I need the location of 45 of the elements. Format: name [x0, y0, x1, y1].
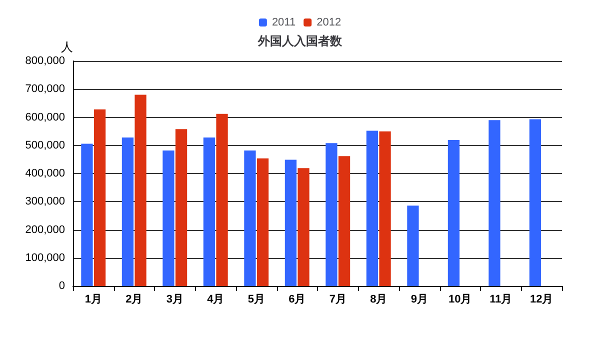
- bar: [379, 131, 391, 286]
- bar: [366, 130, 378, 286]
- bar: [448, 140, 460, 286]
- x-tick-label: 4月: [207, 294, 224, 306]
- x-tick-label: 7月: [329, 294, 346, 306]
- x-tick-label: 5月: [248, 294, 265, 306]
- bar: [488, 120, 500, 286]
- y-tick-label: 800,000: [25, 55, 65, 67]
- x-tick-label: 10月: [448, 294, 472, 306]
- bar: [407, 206, 419, 286]
- x-tick-label: 8月: [370, 294, 388, 306]
- bar: [162, 150, 174, 286]
- y-tick-label: 300,000: [25, 196, 65, 208]
- x-tick-label: 9月: [410, 294, 428, 306]
- bar: [244, 150, 256, 286]
- y-tick-label: 100,000: [25, 252, 65, 264]
- x-tick-label: 1月: [84, 294, 102, 306]
- bar: [81, 144, 93, 286]
- x-tick-label: 6月: [288, 294, 306, 306]
- y-tick-label: 500,000: [25, 139, 65, 152]
- x-tick-label: 3月: [166, 294, 184, 306]
- y-tick-label: 600,000: [25, 111, 65, 124]
- x-tick-label: 11月: [490, 294, 512, 306]
- bar: [338, 156, 350, 286]
- bar: [256, 158, 269, 286]
- y-tick-label: 700,000: [25, 83, 65, 96]
- bar: [529, 119, 542, 286]
- bar: [203, 138, 216, 286]
- chart-title: 外国人入国者数: [257, 34, 343, 48]
- bar: [216, 114, 228, 286]
- y-axis-title: 人: [61, 40, 73, 54]
- legend-label: 2011: [272, 16, 296, 28]
- bar: [175, 129, 188, 286]
- y-tick-label: 400,000: [25, 168, 65, 180]
- x-tick-label: 12月: [530, 294, 554, 306]
- x-tick-label: 2月: [126, 294, 143, 306]
- bar: [94, 109, 106, 286]
- bar: [284, 160, 297, 286]
- y-tick-label: 200,000: [25, 224, 65, 236]
- bar: [298, 168, 310, 286]
- bar: [122, 138, 134, 286]
- y-tick-label: 0: [58, 280, 65, 292]
- bar: [326, 143, 338, 286]
- bar: [134, 94, 146, 286]
- legend-label: 2012: [316, 16, 342, 28]
